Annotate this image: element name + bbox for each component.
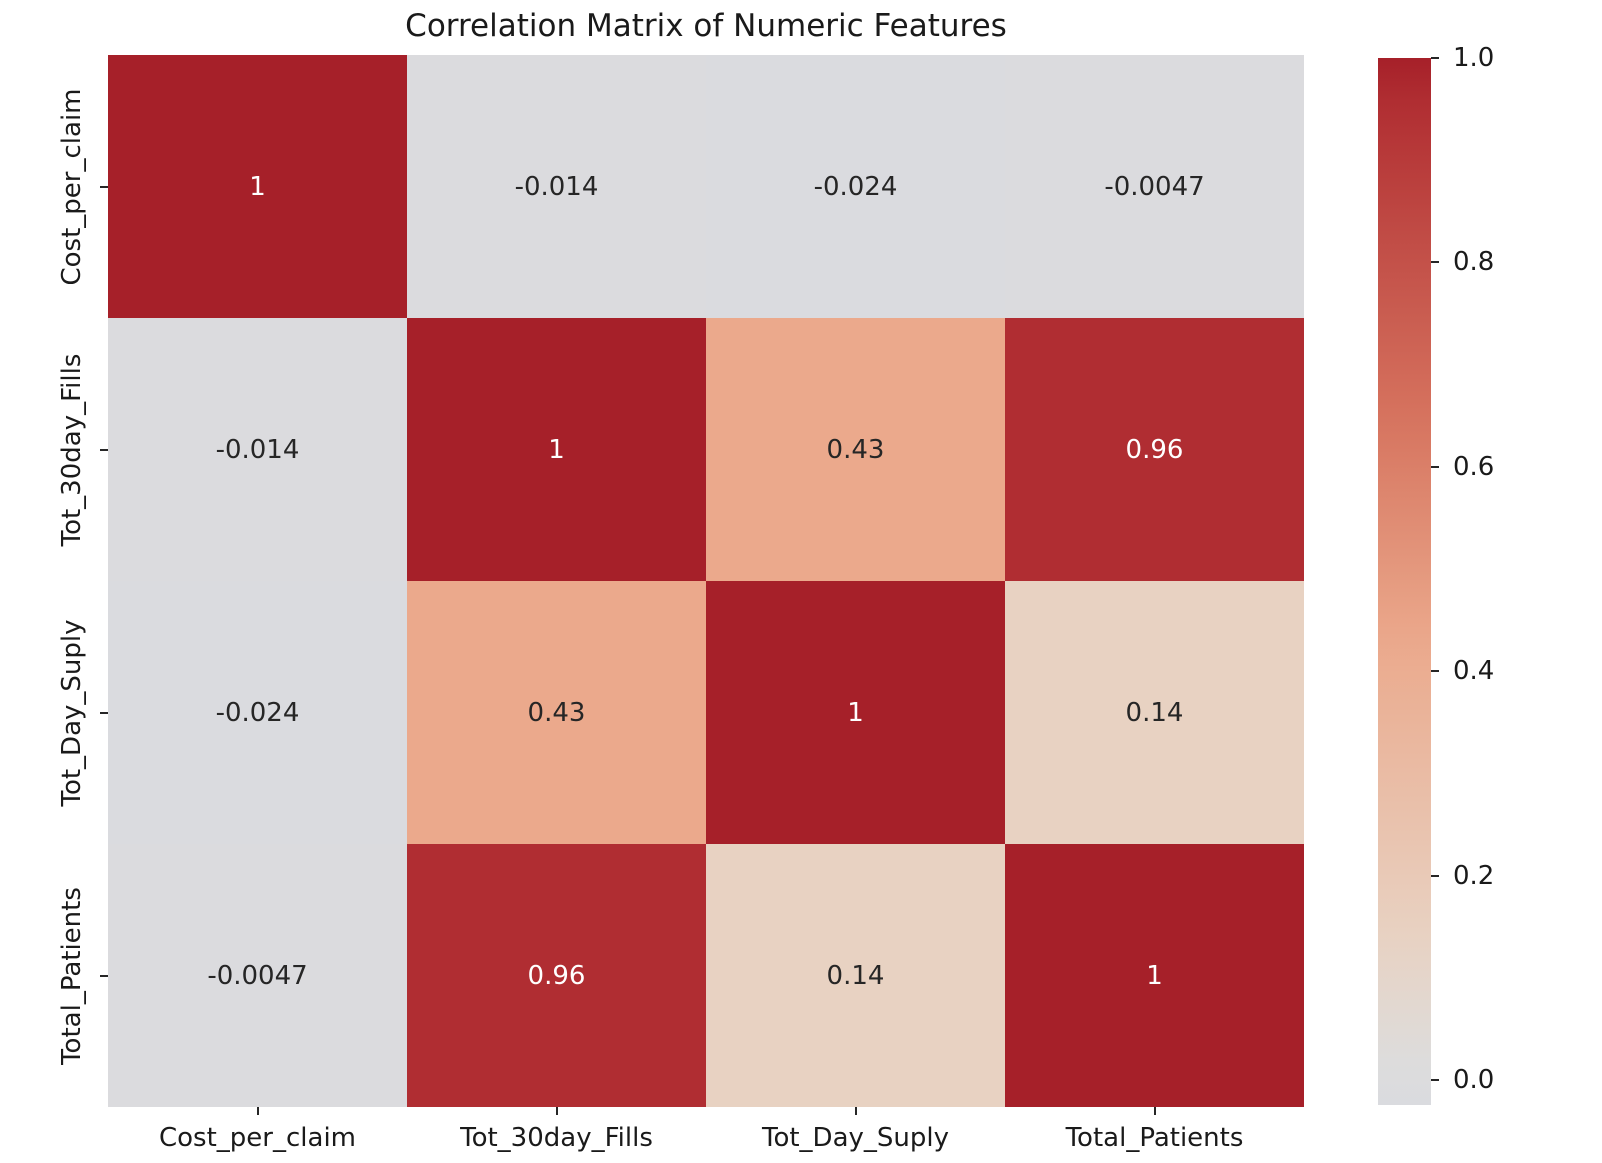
colorbar-tick-mark xyxy=(1431,57,1439,59)
colorbar-tick-label: 0.0 xyxy=(1453,1065,1495,1096)
heatmap-cell: 0.96 xyxy=(1005,318,1304,581)
heatmap-cell: 0.14 xyxy=(706,844,1005,1107)
heatmap-cell: 1 xyxy=(706,581,1005,844)
y-axis-tick-mark xyxy=(100,974,108,977)
colorbar-tick-label: 0.8 xyxy=(1453,247,1495,278)
heatmap-cell: -0.024 xyxy=(706,55,1005,318)
colorbar-tick-label: 1.0 xyxy=(1453,43,1495,73)
y-axis-tick-label: Tot_Day_Suply xyxy=(57,618,87,807)
colorbar-tick-mark xyxy=(1431,874,1439,877)
y-axis-tick-mark xyxy=(100,185,108,188)
colorbar-tick-mark xyxy=(1431,1079,1439,1082)
cell-value: -0.024 xyxy=(813,171,898,202)
y-axis-tick-mark xyxy=(100,448,108,451)
x-axis-tick-mark xyxy=(256,1107,259,1115)
heatmap-grid: 1 -0.014 -0.024 -0.0047 -0.014 1 0.43 0.96 -0.02… xyxy=(108,55,1304,1107)
x-axis-tick-label: Cost_per_claim xyxy=(159,1123,356,1153)
heatmap-cell: 0.43 xyxy=(706,318,1005,581)
heatmap-cell: -0.024 xyxy=(108,581,407,844)
colorbar-tick-label: 0.2 xyxy=(1453,860,1495,891)
colorbar-tick-label: 0.6 xyxy=(1453,451,1495,482)
heatmap-cell: 0.96 xyxy=(407,844,706,1107)
cell-value: 0.96 xyxy=(527,960,586,991)
heatmap-cell: 1 xyxy=(108,55,407,318)
y-axis-tick-label: Total_Patients xyxy=(57,886,87,1065)
cell-value: 1 xyxy=(847,697,864,728)
cell-value: -0.0047 xyxy=(1104,171,1205,202)
heatmap-cell: 1 xyxy=(1005,844,1304,1107)
heatmap-cell: -0.014 xyxy=(108,318,407,581)
x-axis-tick-label: Tot_Day_Suply xyxy=(761,1123,950,1153)
heatmap-cell: 1 xyxy=(407,318,706,581)
heatmap-cell: -0.014 xyxy=(407,55,706,318)
colorbar-tick-mark xyxy=(1431,261,1439,264)
chart-title: Correlation Matrix of Numeric Features xyxy=(405,8,1007,44)
cell-value: 0.14 xyxy=(826,960,885,991)
y-axis-tick-mark xyxy=(100,711,108,714)
colorbar-tick-label: 0.4 xyxy=(1453,656,1495,687)
cell-value: -0.0047 xyxy=(207,960,308,991)
cell-value: 1 xyxy=(249,171,266,202)
cell-value: -0.014 xyxy=(215,434,300,465)
cell-value: 1 xyxy=(1146,960,1163,991)
x-axis-tick-label: Total_Patients xyxy=(1065,1123,1244,1153)
cell-value: -0.014 xyxy=(514,171,599,202)
colorbar-tick-mark xyxy=(1431,465,1439,468)
cell-value: 1 xyxy=(548,434,565,465)
x-axis-tick-mark xyxy=(854,1107,857,1115)
x-axis-tick-mark xyxy=(1153,1107,1156,1115)
cell-value: 0.96 xyxy=(1125,434,1184,465)
y-axis-tick-label: Tot_30day_Fills xyxy=(57,353,87,546)
x-axis-tick-mark xyxy=(555,1107,558,1115)
x-axis-tick-label: Tot_30day_Fills xyxy=(460,1123,653,1153)
y-axis-tick-label: Cost_per_claim xyxy=(57,88,87,285)
heatmap-cell: 0.14 xyxy=(1005,581,1304,844)
cell-value: 0.43 xyxy=(527,697,586,728)
colorbar-gradient xyxy=(1378,58,1431,1105)
colorbar-tick-mark xyxy=(1431,670,1439,673)
heatmap-cell: 0.43 xyxy=(407,581,706,844)
cell-value: 0.14 xyxy=(1125,697,1184,728)
cell-value: 0.43 xyxy=(826,434,885,465)
heatmap-cell: -0.0047 xyxy=(1005,55,1304,318)
heatmap-cell: -0.0047 xyxy=(108,844,407,1107)
cell-value: -0.024 xyxy=(215,697,300,728)
